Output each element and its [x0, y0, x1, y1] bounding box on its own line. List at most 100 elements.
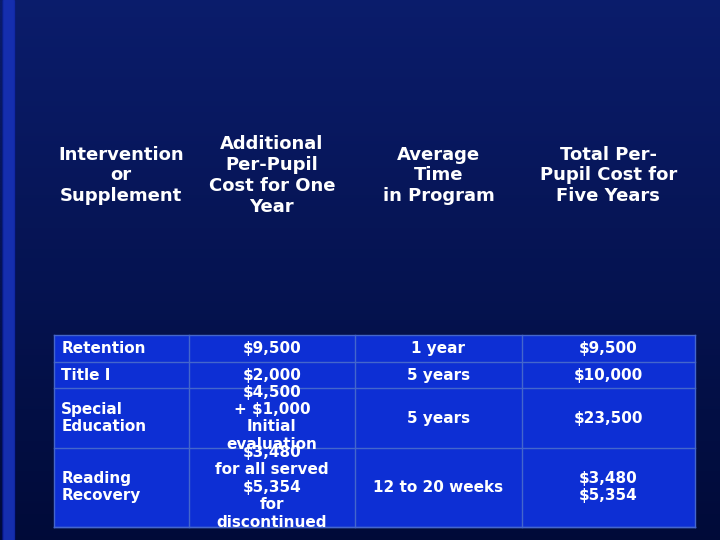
- Bar: [6, 0, 14, 540]
- Bar: [0, 265, 720, 267]
- Bar: [1, 0, 9, 540]
- Bar: [0, 248, 720, 251]
- Bar: [0, 227, 720, 229]
- Text: Intervention
or
Supplement: Intervention or Supplement: [58, 146, 184, 205]
- Bar: [54, 335, 695, 526]
- Bar: [0, 89, 720, 92]
- Bar: [0, 292, 720, 294]
- Bar: [0, 451, 720, 454]
- Bar: [0, 151, 720, 154]
- Bar: [0, 329, 720, 332]
- Bar: [0, 459, 720, 462]
- Bar: [0, 402, 720, 405]
- Bar: [0, 176, 720, 178]
- Bar: [0, 232, 720, 235]
- Bar: [0, 319, 720, 321]
- Bar: [2, 0, 9, 540]
- Bar: [2, 0, 9, 540]
- Bar: [7, 0, 14, 540]
- Bar: [5, 0, 12, 540]
- Bar: [6, 0, 13, 540]
- Bar: [0, 367, 720, 370]
- Bar: [0, 224, 720, 227]
- Bar: [0, 92, 720, 94]
- Bar: [0, 76, 720, 78]
- Text: Title I: Title I: [61, 368, 111, 382]
- Bar: [6, 0, 14, 540]
- Bar: [0, 481, 720, 483]
- Bar: [0, 70, 720, 73]
- Bar: [0, 0, 7, 540]
- Bar: [0, 310, 720, 313]
- Bar: [0, 505, 720, 508]
- Bar: [0, 130, 720, 132]
- Bar: [0, 0, 7, 540]
- Bar: [6, 0, 14, 540]
- Bar: [6, 0, 13, 540]
- Bar: [0, 5, 720, 8]
- Bar: [3, 0, 10, 540]
- Bar: [0, 211, 720, 213]
- Bar: [0, 178, 720, 181]
- Text: 5 years: 5 years: [407, 368, 470, 382]
- Bar: [0, 221, 720, 224]
- Bar: [0, 362, 720, 364]
- Bar: [0, 427, 720, 429]
- Bar: [0, 273, 720, 275]
- Bar: [6, 0, 14, 540]
- Bar: [0, 127, 720, 130]
- Bar: [0, 500, 720, 502]
- Bar: [1, 0, 8, 540]
- Bar: [4, 0, 12, 540]
- Bar: [0, 432, 720, 435]
- Bar: [0, 497, 720, 500]
- Bar: [2, 0, 9, 540]
- Bar: [0, 340, 720, 343]
- Bar: [0, 140, 720, 143]
- Bar: [0, 38, 720, 40]
- Bar: [0, 286, 720, 289]
- Bar: [5, 0, 12, 540]
- Bar: [0, 208, 720, 211]
- Bar: [6, 0, 13, 540]
- Bar: [5, 0, 12, 540]
- Bar: [0, 132, 720, 135]
- Bar: [0, 16, 720, 19]
- Bar: [0, 259, 720, 262]
- Bar: [0, 84, 720, 86]
- Bar: [0, 40, 720, 43]
- Bar: [0, 435, 720, 437]
- Bar: [0, 86, 720, 89]
- Bar: [4, 0, 12, 540]
- Bar: [0, 173, 720, 176]
- Text: 5 years: 5 years: [407, 411, 470, 426]
- Bar: [0, 305, 720, 308]
- Bar: [6, 0, 13, 540]
- Bar: [4, 0, 12, 540]
- Bar: [0, 189, 720, 192]
- Bar: [0, 14, 720, 16]
- Bar: [0, 489, 720, 491]
- Bar: [0, 243, 720, 246]
- Bar: [0, 424, 720, 427]
- Bar: [0, 97, 720, 100]
- Bar: [7, 0, 14, 540]
- Bar: [4, 0, 11, 540]
- Bar: [0, 116, 720, 119]
- Bar: [0, 200, 720, 202]
- Text: Special
Education: Special Education: [61, 402, 146, 434]
- Bar: [4, 0, 12, 540]
- Bar: [0, 49, 720, 51]
- Bar: [1, 0, 9, 540]
- Bar: [0, 0, 7, 540]
- Bar: [3, 0, 10, 540]
- Bar: [0, 219, 720, 221]
- Bar: [0, 205, 720, 208]
- Bar: [0, 0, 7, 540]
- Bar: [4, 0, 11, 540]
- Bar: [0, 32, 720, 35]
- Bar: [0, 256, 720, 259]
- Bar: [0, 302, 720, 305]
- Bar: [6, 0, 14, 540]
- Bar: [0, 394, 720, 397]
